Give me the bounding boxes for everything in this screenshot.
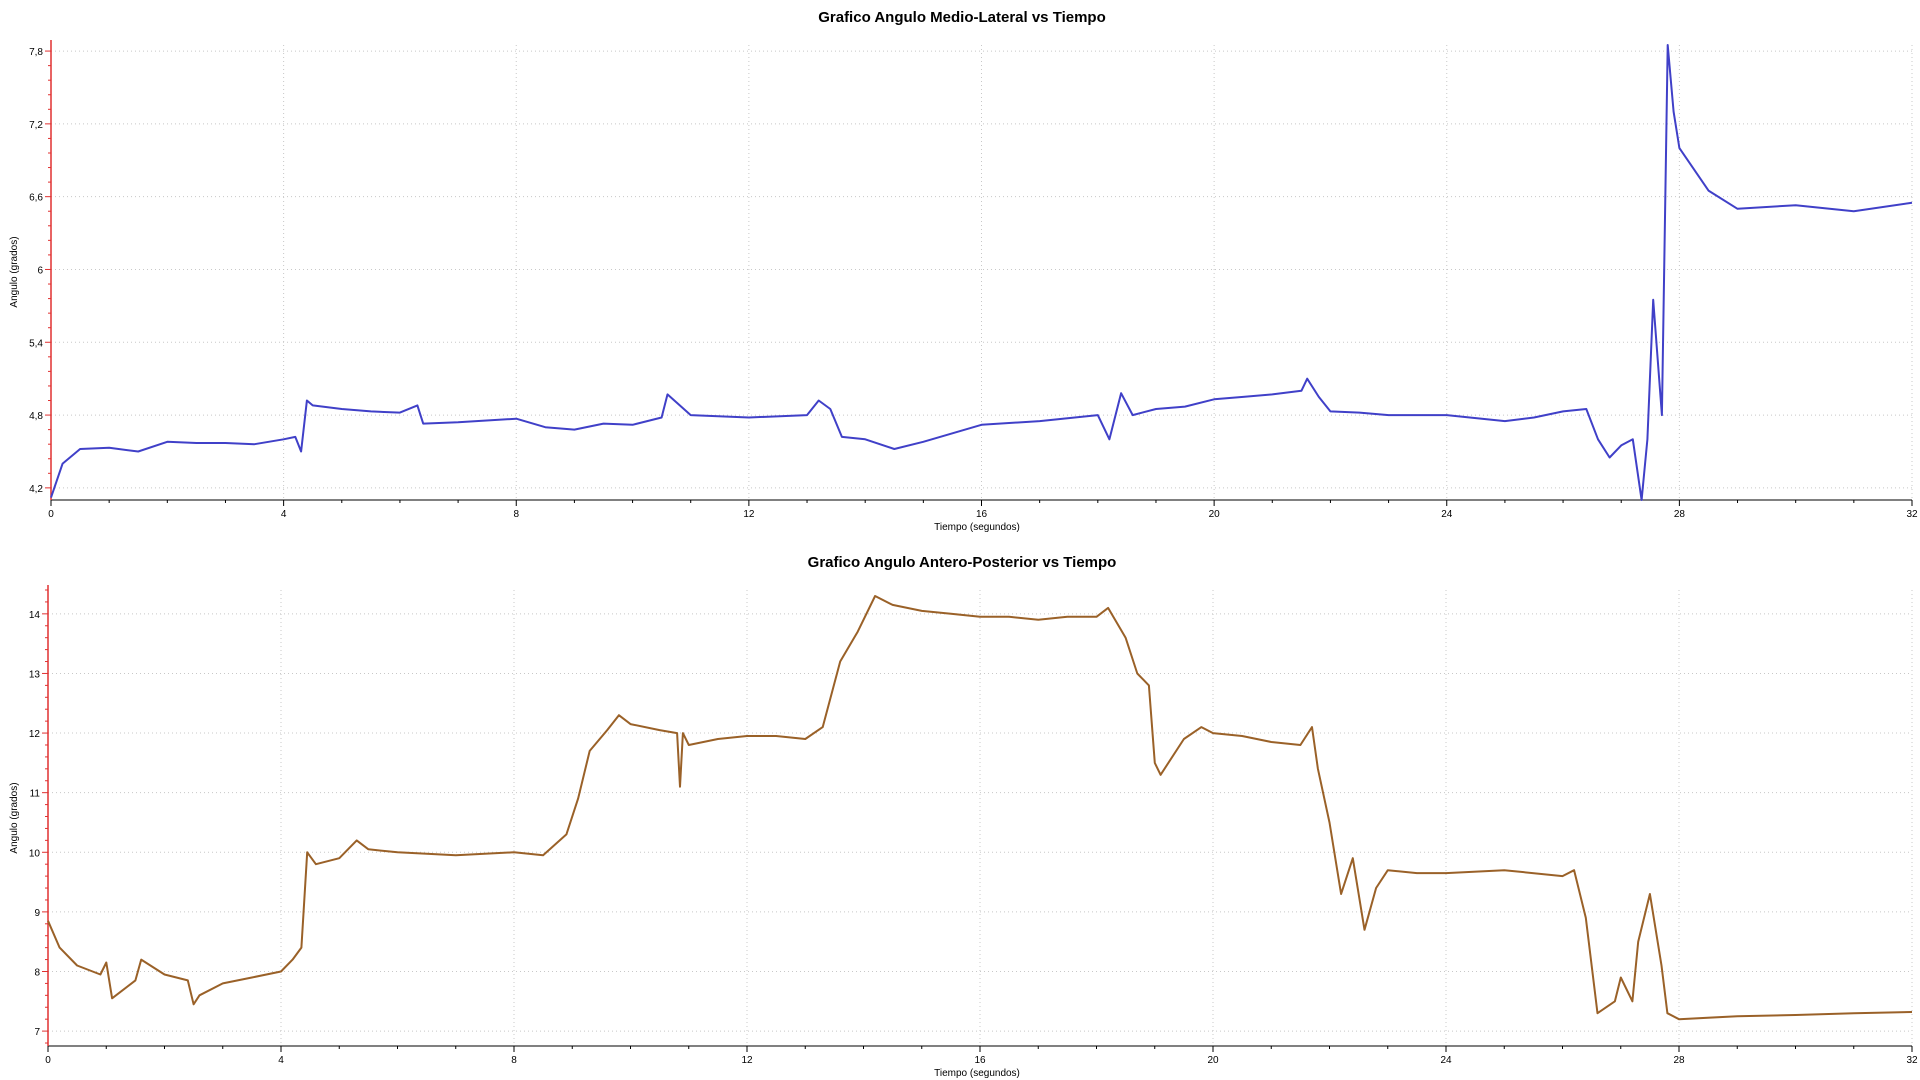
chart-2-y-tick-label: 14 — [29, 610, 41, 621]
chart-1-series-line — [50, 44, 1913, 501]
chart-1-y-tick-label: 5,4 — [29, 338, 43, 349]
chart-1-x-tick-label: 32 — [1906, 509, 1918, 520]
chart-antero-posterior: Grafico Angulo Antero-Posterior vs Tiemp… — [9, 554, 1918, 1079]
chart-1-x-axis-label: Tiempo (segundos) — [934, 522, 1020, 533]
chart-1-axes — [45, 40, 1913, 506]
chart-1-x-tick-label: 0 — [48, 509, 54, 520]
chart-1-x-tick-label: 20 — [1209, 509, 1221, 520]
chart-1-y-tick-label: 6 — [37, 265, 43, 276]
chart-2-x-tick-label: 0 — [45, 1055, 51, 1066]
chart-1-ticks: 0 4 8 12 16 20 24 28 32 4,2 4,8 5,4 6 6,6 7,2 7,8 — [29, 47, 1918, 520]
chart-2-x-tick-label: 12 — [741, 1055, 753, 1066]
chart-1-x-tick-label: 8 — [513, 509, 519, 520]
chart-1-grid — [51, 45, 1913, 500]
chart-2-y-tick-label: 11 — [30, 789, 41, 800]
chart-2-x-tick-label: 4 — [278, 1055, 284, 1066]
chart-2-y-tick-label: 12 — [29, 729, 41, 740]
chart-2-title: Grafico Angulo Antero-Posterior vs Tiemp… — [808, 554, 1117, 571]
chart-2-y-axis-label: Angulo (grados) — [9, 782, 20, 853]
chart-2-y-tick-label: 13 — [29, 669, 41, 680]
chart-2-series-line — [47, 595, 1913, 1021]
chart-1-x-tick-label: 28 — [1674, 509, 1686, 520]
chart-2-x-tick-label: 24 — [1440, 1055, 1452, 1066]
chart-2-grid — [48, 590, 1913, 1046]
chart-2-x-tick-label: 16 — [974, 1055, 986, 1066]
chart-1-x-tick-label: 24 — [1441, 509, 1453, 520]
chart-2-x-axis-label: Tiempo (segundos) — [934, 1068, 1020, 1079]
chart-2-x-tick-label: 20 — [1207, 1055, 1219, 1066]
chart-2-x-tick-label: 8 — [511, 1055, 517, 1066]
chart-1-x-tick-label: 4 — [281, 509, 287, 520]
chart-1-y-tick-label: 4,2 — [29, 484, 43, 495]
chart-1-x-tick-label: 16 — [976, 509, 988, 520]
chart-medio-lateral: Grafico Angulo Medio-Lateral vs Tiempo 0… — [9, 9, 1918, 533]
chart-1-y-tick-label: 7,2 — [29, 120, 43, 131]
chart-2-x-tick-label: 32 — [1906, 1055, 1918, 1066]
chart-1-y-tick-label: 7,8 — [29, 47, 43, 58]
chart-1-x-tick-label: 12 — [743, 509, 755, 520]
chart-2-x-tick-label: 28 — [1673, 1055, 1685, 1066]
chart-2-y-tick-label: 10 — [29, 848, 41, 859]
chart-2-ticks: 0 4 8 12 16 20 24 28 32 7 8 9 10 11 12 13 14 — [29, 610, 1918, 1066]
chart-2-axes — [42, 585, 1913, 1052]
chart-2-y-tick-label: 7 — [34, 1027, 40, 1038]
chart-2-y-tick-label: 8 — [34, 967, 40, 978]
chart-2-y-tick-label: 9 — [34, 908, 40, 919]
chart-1-y-axis-label: Angulo (grados) — [9, 236, 20, 307]
chart-1-y-tick-label: 4,8 — [29, 411, 43, 422]
chart-1-title: Grafico Angulo Medio-Lateral vs Tiempo — [818, 9, 1106, 26]
chart-1-y-tick-label: 6,6 — [29, 193, 43, 204]
